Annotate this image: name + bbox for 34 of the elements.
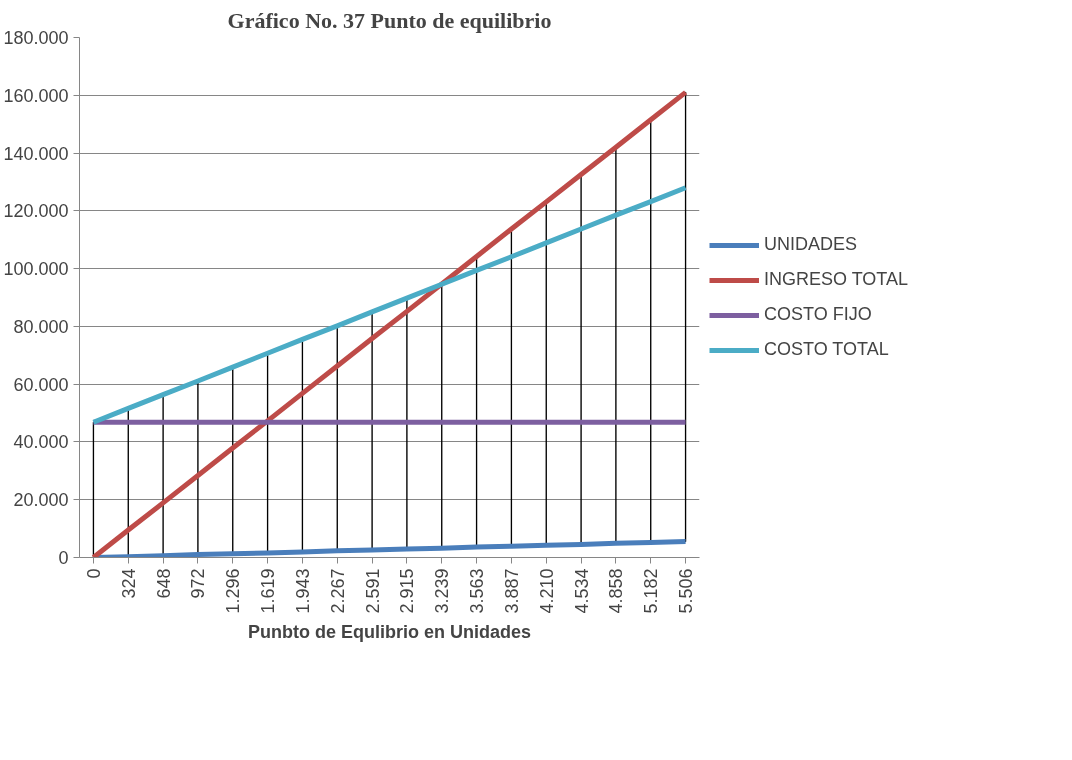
y-tick-label: 160.000 [3, 85, 69, 106]
y-tick-label: 120.000 [3, 201, 69, 222]
x-tick-label: 1.943 [292, 568, 313, 614]
legend-label: INGRESO TOTAL [764, 269, 909, 290]
x-tick-label: 4.858 [606, 568, 627, 614]
x-tick-label: 648 [153, 568, 174, 599]
legend-label: COSTO FIJO [764, 304, 872, 325]
legend-label: UNIDADES [764, 234, 858, 255]
y-tick-label: 180.000 [3, 28, 69, 48]
x-tick-label: 5.506 [676, 568, 697, 614]
y-tick-label: 140.000 [3, 143, 69, 164]
x-tick-label: 972 [188, 568, 209, 599]
x-tick-label: 3.563 [467, 568, 488, 614]
y-tick-label: 0 [58, 548, 69, 568]
x-tick-label: 2.591 [362, 568, 383, 614]
x-tick-label: 5.182 [641, 568, 662, 614]
legend-label: COSTO TOTAL [764, 339, 889, 360]
y-tick-label: 100.000 [3, 259, 69, 280]
x-tick-label: 3.239 [432, 568, 453, 614]
x-tick-label: 1.619 [258, 568, 279, 614]
x-tick-label: 1.296 [223, 568, 244, 614]
x-tick-label: 0 [83, 568, 104, 579]
y-tick-label: 60.000 [13, 374, 69, 395]
x-tick-label: 2.915 [397, 568, 418, 614]
x-tick-label: 3.887 [501, 568, 522, 614]
x-tick-label: 4.534 [571, 568, 592, 614]
x-tick-label: 2.267 [327, 568, 348, 614]
x-axis-title: Punbto de Equlibrio en Unidades [248, 621, 532, 642]
x-tick-label: 4.210 [536, 568, 557, 614]
x-tick-label: 324 [118, 568, 139, 599]
y-tick-label: 40.000 [13, 432, 69, 453]
chart-title: Gráfico No. 37 Punto de equilibrio [227, 7, 552, 33]
y-tick-label: 20.000 [13, 490, 69, 511]
y-tick-label: 80.000 [13, 316, 69, 337]
